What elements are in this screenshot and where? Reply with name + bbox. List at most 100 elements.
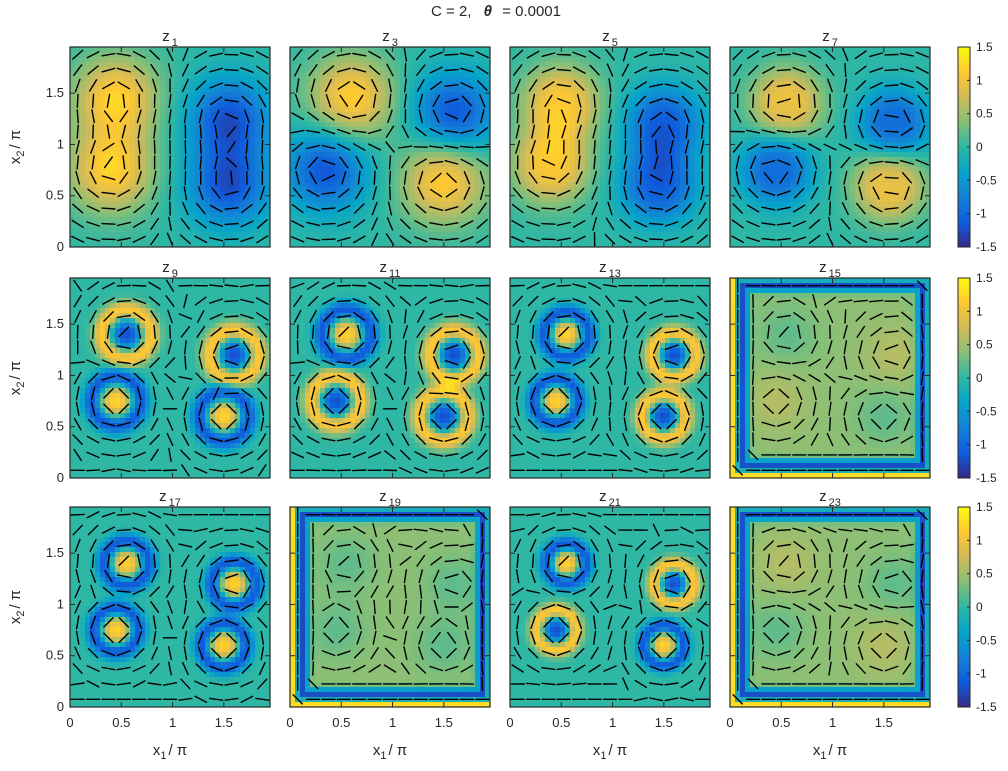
heatmap-cell	[630, 137, 636, 143]
heatmap-cell	[145, 82, 151, 88]
heatmap-cell	[245, 172, 251, 178]
heatmap-cell	[300, 112, 306, 118]
heatmap-cell	[300, 147, 306, 153]
heatmap-cell	[555, 87, 561, 93]
heatmap-cell	[410, 57, 416, 63]
heatmap-cell	[420, 102, 426, 108]
heatmap-cell	[130, 232, 136, 238]
heatmap-cell	[155, 152, 161, 158]
heatmap-cell	[375, 92, 381, 98]
heatmap-cell	[195, 217, 201, 223]
heatmap-cell	[670, 92, 676, 98]
heatmap-cell	[365, 127, 371, 133]
heatmap-cell	[165, 192, 171, 198]
heatmap-cell	[600, 182, 606, 188]
heatmap-cell	[205, 147, 211, 153]
heatmap-cell	[575, 57, 581, 63]
heatmap-cell	[200, 242, 206, 248]
heatmap-cell	[415, 47, 421, 53]
heatmap-cell	[230, 197, 236, 203]
heatmap-cell	[645, 192, 651, 198]
heatmap-cell	[655, 217, 661, 223]
heatmap-cell	[525, 117, 531, 123]
heatmap-cell	[425, 112, 431, 118]
heatmap-cell	[535, 212, 541, 218]
heatmap-cell	[660, 167, 666, 173]
heatmap-cell	[395, 242, 401, 248]
heatmap-cell	[110, 157, 116, 163]
heatmap-cell	[115, 72, 121, 78]
heatmap-cell	[550, 87, 556, 93]
quiver-arrow	[152, 78, 158, 93]
heatmap-cell	[350, 77, 356, 83]
heatmap-cell	[415, 167, 421, 173]
heatmap-cell	[585, 167, 591, 173]
heatmap-cell	[160, 72, 166, 78]
heatmap-cell	[395, 67, 401, 73]
heatmap-cell	[205, 132, 211, 138]
heatmap-cell	[325, 152, 331, 158]
heatmap-cell	[650, 222, 656, 228]
heatmap-cell	[415, 237, 421, 243]
heatmap-cell	[615, 102, 621, 108]
heatmap-cell	[645, 97, 651, 103]
heatmap-cell	[205, 222, 211, 228]
heatmap-cell	[325, 117, 331, 123]
heatmap-cell	[200, 67, 206, 73]
heatmap-cell	[640, 47, 646, 53]
heatmap-cell	[235, 172, 241, 178]
heatmap-cell	[470, 197, 476, 203]
heatmap-cell	[610, 232, 616, 238]
heatmap-cell	[135, 212, 141, 218]
heatmap-cell	[400, 102, 406, 108]
heatmap-cell	[265, 172, 271, 178]
heatmap-cell	[210, 167, 216, 173]
heatmap-cell	[310, 147, 316, 153]
heatmap-cell	[265, 72, 271, 78]
heatmap-cell	[240, 172, 246, 178]
heatmap-cell	[185, 102, 191, 108]
heatmap-cell	[405, 82, 411, 88]
heatmap-cell	[315, 82, 321, 88]
heatmap-cell	[535, 92, 541, 98]
heatmap-cell	[525, 92, 531, 98]
heatmap-cell	[215, 102, 221, 108]
heatmap-cell	[635, 147, 641, 153]
heatmap-cell	[235, 92, 241, 98]
heatmap-cell	[195, 107, 201, 113]
heatmap-cell	[215, 227, 221, 233]
heatmap-cell	[145, 132, 151, 138]
heatmap-cell	[160, 217, 166, 223]
quiver-arrow	[240, 220, 254, 228]
heatmap-cell	[115, 192, 121, 198]
heatmap-cell	[600, 112, 606, 118]
heatmap-cell	[210, 117, 216, 123]
heatmap-cell	[675, 167, 681, 173]
heatmap-cell	[665, 187, 671, 193]
heatmap-cell	[560, 62, 566, 68]
heatmap-cell	[570, 147, 576, 153]
heatmap-cell	[385, 72, 391, 78]
heatmap-cell	[190, 62, 196, 68]
heatmap-cell	[325, 222, 331, 228]
heatmap-cell	[90, 207, 96, 213]
heatmap-cell	[80, 147, 86, 153]
heatmap-cell	[510, 77, 516, 83]
heatmap-cell	[335, 187, 341, 193]
heatmap-cell	[205, 162, 211, 168]
heatmap-cell	[555, 102, 561, 108]
heatmap-cell	[380, 182, 386, 188]
heatmap-cell	[320, 122, 326, 128]
heatmap-cell	[600, 177, 606, 183]
heatmap-cell	[615, 142, 621, 148]
heatmap-cell	[365, 107, 371, 113]
heatmap-cell	[395, 137, 401, 143]
quiver-arrow	[240, 81, 254, 90]
heatmap-cell	[100, 72, 106, 78]
heatmap-cell	[405, 177, 411, 183]
heatmap-cell	[390, 157, 396, 163]
heatmap-cell	[160, 97, 166, 103]
quiver-arrow	[73, 64, 83, 77]
heatmap-cell	[640, 187, 646, 193]
heatmap-cell	[675, 182, 681, 188]
